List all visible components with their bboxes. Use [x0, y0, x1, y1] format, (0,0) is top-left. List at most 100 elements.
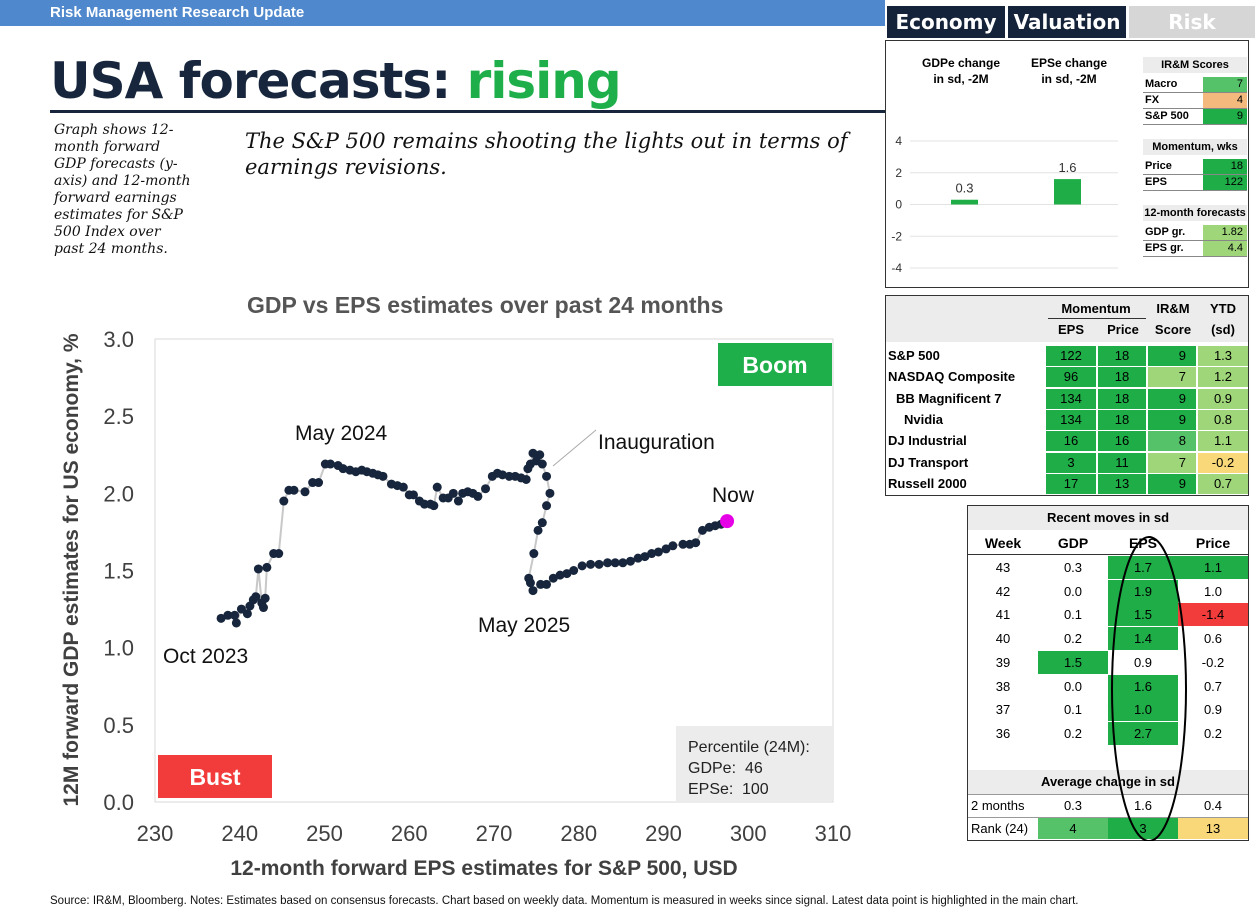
- score-value: 18: [1203, 159, 1247, 174]
- mini-bar: [1054, 179, 1081, 205]
- x-tick-label: 310: [815, 821, 852, 846]
- data-point: [633, 553, 643, 563]
- page-title: USA forecasts: rising: [50, 52, 622, 110]
- graph-note: Graph shows 12-month forward GDP forecas…: [54, 122, 191, 257]
- y-tick-label: 2.0: [103, 481, 134, 506]
- score-row: FX 4: [1143, 93, 1247, 109]
- index-table: Momentum IR&M YTD EPS Price Score (sd) S…: [885, 295, 1249, 496]
- data-point: [542, 471, 552, 481]
- move-eps: 2.7: [1108, 721, 1178, 745]
- index-ytd: 1.1: [1198, 431, 1248, 452]
- data-point: [279, 496, 289, 506]
- title-main: USA forecasts:: [50, 52, 467, 110]
- index-eps: 16: [1046, 431, 1096, 452]
- data-point: [408, 490, 418, 500]
- title-divider: [50, 110, 885, 113]
- inauguration-leader: [552, 429, 597, 467]
- data-point: [545, 488, 555, 498]
- move-price: 0.7: [1203, 678, 1223, 694]
- score-label: S&P 500: [1145, 110, 1189, 122]
- y-tick-label: 3.0: [103, 327, 134, 352]
- move-gdp: 0.3: [1063, 560, 1083, 575]
- x-tick-label: 250: [306, 821, 343, 846]
- y-tick-label: 0.5: [103, 713, 134, 738]
- data-point: [230, 610, 240, 620]
- index-price: 18: [1098, 367, 1146, 388]
- data-point: [260, 593, 270, 603]
- percentile-box: [676, 726, 832, 802]
- data-point: [542, 579, 552, 589]
- mini-series-label-gdp-1: GDPe change: [922, 56, 1000, 70]
- data-point: [521, 474, 531, 484]
- data-point: [603, 558, 613, 568]
- y-tick-label: 1.0: [103, 636, 134, 661]
- annotation-inauguration: Inauguration: [598, 431, 715, 454]
- avg-eps: 1.6: [1133, 798, 1153, 813]
- data-point: [300, 487, 310, 497]
- irm-scores-rows: Macro 7 FX 4 S&P 500 9: [1143, 77, 1247, 125]
- index-price: 11: [1098, 452, 1146, 473]
- recent-moves-table: Recent moves in sd Week GDP EPS Price 43…: [967, 505, 1249, 841]
- data-point: [274, 549, 284, 559]
- x-tick-label: 260: [391, 821, 428, 846]
- data-point: [231, 618, 241, 628]
- x-tick-label: 280: [560, 821, 597, 846]
- group-irm: IR&M: [1156, 301, 1190, 316]
- bust-label: Bust: [189, 764, 240, 790]
- index-eps: 3: [1046, 452, 1096, 473]
- group-ytd: YTD: [1210, 301, 1236, 316]
- data-point: [647, 549, 657, 559]
- data-point: [610, 558, 620, 568]
- data-point: [223, 610, 233, 620]
- data-point: [528, 448, 538, 458]
- sub-price: Price: [1107, 322, 1139, 337]
- y-tick-label: 2.5: [103, 404, 134, 429]
- tab-economy[interactable]: Economy: [887, 6, 1005, 38]
- avg-rule: [968, 817, 1248, 818]
- index-name: Nvidia: [904, 411, 944, 427]
- move-week: 43: [995, 560, 1011, 575]
- latest-data-point: [720, 514, 735, 529]
- index-eps: 96: [1046, 367, 1096, 388]
- score-value: 9: [1203, 109, 1247, 124]
- mini-series-label-eps-2: in sd, -2M: [1041, 72, 1096, 86]
- index-score: 9: [1148, 409, 1196, 430]
- boom-label: Boom: [742, 352, 807, 378]
- avg-rule: [968, 794, 1248, 795]
- forecast-header: 12-month forecasts: [1143, 205, 1247, 221]
- sub-eps: EPS: [1057, 322, 1084, 337]
- main-scatter-chart: 0.0 0.5 1.0 1.5 2.0 2.5 3.0 230 240 250 260 270 280…: [60, 327, 852, 880]
- move-gdp: 0.0: [1063, 678, 1083, 694]
- percentile-title: Percentile (24M):: [688, 739, 810, 756]
- data-point: [251, 592, 261, 602]
- y-tick-label: 0.0: [103, 790, 134, 815]
- move-eps: 1.4: [1108, 627, 1178, 651]
- index-price: 18: [1098, 409, 1146, 430]
- data-point: [528, 586, 538, 596]
- data-point: [640, 552, 650, 562]
- move-gdp: 0.1: [1063, 702, 1083, 718]
- score-row: GDP gr. 1.82: [1143, 225, 1247, 241]
- data-point: [242, 609, 252, 619]
- data-point: [535, 450, 545, 460]
- move-eps: 1.0: [1108, 698, 1178, 722]
- data-point: [594, 559, 604, 569]
- data-point: [338, 464, 348, 474]
- forecast-rows: GDP gr. 1.82 EPS gr. 4.4: [1143, 225, 1247, 257]
- mini-bars: 0.3 1.6: [951, 160, 1081, 205]
- y-tick-label: 1.5: [103, 559, 134, 584]
- index-name: NASDAQ Composite: [888, 369, 1016, 385]
- move-eps: 1.9: [1108, 579, 1178, 603]
- move-gdp: 0.2: [1063, 631, 1083, 647]
- index-name: DJ Transport: [888, 454, 969, 470]
- move-gdp: 0.0: [1063, 583, 1083, 599]
- data-point: [289, 485, 299, 495]
- index-name: BB Magnificent 7: [896, 390, 1002, 406]
- move-price: 1.0: [1203, 583, 1223, 599]
- tab-valuation[interactable]: Valuation: [1008, 6, 1126, 38]
- avg-price: 13: [1178, 818, 1248, 839]
- eps-highlight-ellipse: [1111, 536, 1187, 841]
- index-ytd: 1.2: [1198, 367, 1248, 388]
- tab-risk[interactable]: Risk: [1129, 6, 1255, 38]
- data-point: [562, 569, 572, 579]
